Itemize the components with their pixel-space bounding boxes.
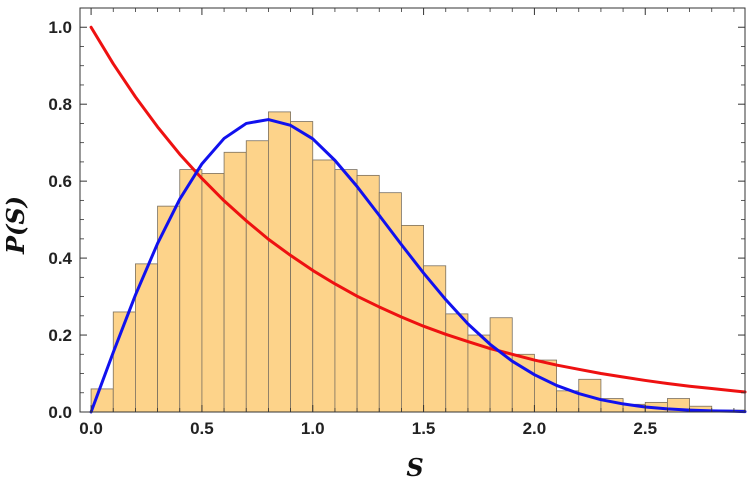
histogram-bar	[534, 359, 557, 413]
x-tick-label: 2.0	[523, 419, 547, 438]
x-tick-label: 2.5	[633, 419, 657, 438]
x-tick-label: 1.0	[301, 419, 325, 438]
x-tick-label: 1.5	[412, 419, 436, 438]
histogram-bar	[489, 317, 513, 413]
tick-labels: 0.0 0.5 1.0 1.5 2.0 2.5 0.0 0.2 0.4 0.6 0.8 1.0	[48, 18, 657, 438]
histogram-bar	[445, 313, 469, 413]
histogram-bar	[378, 192, 402, 413]
histogram-bar	[245, 140, 269, 413]
axis-ticks	[80, 7, 745, 413]
y-tick-label: 0.8	[48, 95, 72, 114]
histogram-bar	[179, 169, 203, 413]
x-tick-label: 0.0	[79, 419, 103, 438]
histogram-bar	[556, 390, 580, 413]
histogram-bars	[90, 111, 746, 413]
red-curve	[89, 25, 747, 394]
histogram-bar	[201, 173, 225, 413]
y-axis-title: P(S)	[1, 196, 30, 255]
plot-frame	[79, 7, 746, 413]
y-tick-label: 0.2	[48, 326, 72, 345]
x-tick-label: 0.5	[190, 419, 214, 438]
x-axis-title: S	[406, 453, 423, 482]
y-tick-label: 0.4	[48, 249, 72, 268]
plot-border	[79, 7, 746, 413]
y-tick-label: 0.0	[48, 403, 72, 422]
histogram-bar	[268, 111, 291, 413]
y-tick-label: 1.0	[48, 18, 72, 37]
histogram-bar	[223, 151, 247, 413]
y-tick-label: 0.6	[48, 172, 72, 191]
histogram-bar	[312, 159, 336, 413]
